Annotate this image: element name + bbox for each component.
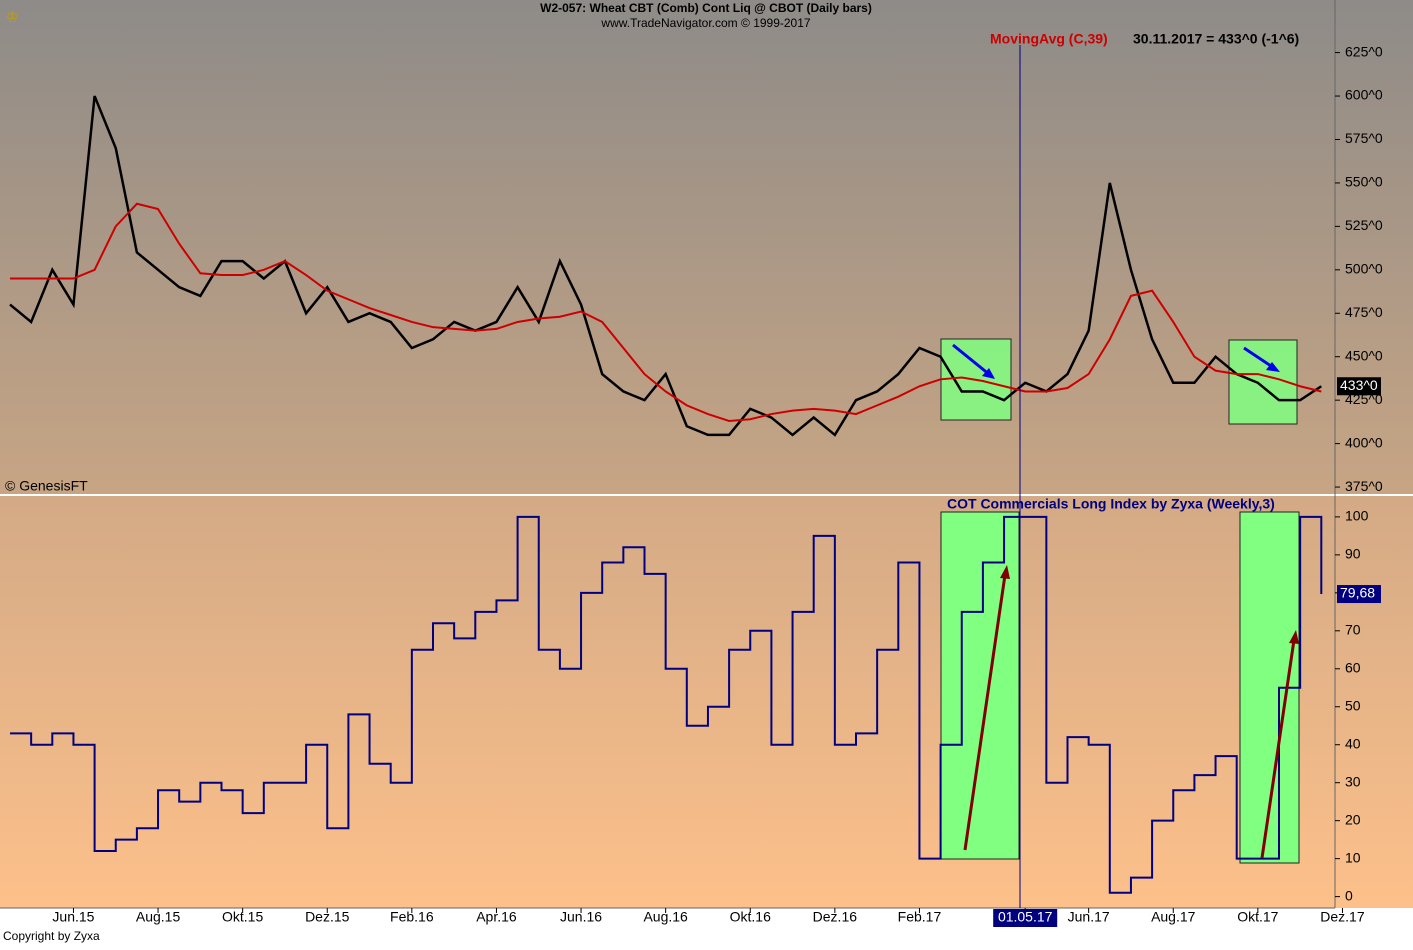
ma-title: MovingAvg (C,39): [990, 31, 1108, 47]
x-tick-label: 01.05.17: [998, 909, 1053, 925]
last-value-box: [1337, 585, 1381, 604]
last-value-label: 79,68: [1340, 585, 1375, 601]
subtitle: www.TradeNavigator.com © 1999-2017: [600, 16, 810, 30]
x-tick-label: Okt.16: [730, 909, 771, 925]
title: W2-057: Wheat CBT (Comb) Cont Liq @ CBOT…: [540, 1, 872, 15]
logo: ♔: [6, 9, 19, 25]
y-tick-label: 60: [1345, 659, 1361, 675]
arrow-head: [1266, 362, 1280, 372]
price-line: [9, 95, 1322, 437]
source: © GenesisFT: [5, 478, 88, 494]
y-tick-label: 525^0: [1345, 217, 1383, 233]
arrow-head: [1289, 630, 1299, 644]
arrow: [1243, 346, 1275, 370]
arrow-head: [982, 368, 995, 379]
arrow-head: [1000, 565, 1010, 579]
y-tick-label: 550^0: [1345, 174, 1383, 190]
y-tick-label: 450^0: [1345, 347, 1383, 363]
y-tick-label: 50: [1345, 697, 1361, 713]
x-tick-label: Okt.17: [1237, 909, 1278, 925]
y-tick-label: 475^0: [1345, 304, 1383, 320]
y-tick-label: 20: [1345, 811, 1361, 827]
arrow: [1260, 639, 1296, 859]
x-tick-label: Feb.17: [898, 909, 942, 925]
y-tick-label: 10: [1345, 849, 1361, 865]
y-tick-label: 0: [1345, 887, 1353, 903]
x-tick-label: Apr.16: [476, 909, 517, 925]
last-value-label: 433^0: [1340, 377, 1378, 393]
footer: Copyright by Zyxa: [3, 929, 100, 943]
y-tick-label: 100: [1345, 508, 1369, 524]
x-tick-label: Aug.17: [1151, 909, 1196, 925]
x-tick-label: Jun.15: [52, 909, 94, 925]
y-tick-label: 400^0: [1345, 434, 1383, 450]
x-tick-label: Jun.17: [1068, 909, 1110, 925]
last-value-box: [1337, 377, 1381, 396]
x-tick-label: Dez.16: [813, 909, 858, 925]
x-tick-label: Dez.17: [1320, 909, 1365, 925]
x-tick-label: Feb.16: [390, 909, 434, 925]
y-tick-label: 30: [1345, 773, 1361, 789]
y-tick-label: 500^0: [1345, 261, 1383, 277]
x-tick-label: Dez.15: [305, 909, 350, 925]
arrows: [952, 343, 1299, 859]
highlight-box: [940, 511, 1020, 860]
top-panel: [0, 0, 1413, 494]
x-tick-label: Okt.15: [222, 909, 263, 925]
x-tick-label: Aug.15: [136, 909, 181, 925]
ma-annotation: 30.11.2017 = 433^0 (-1^6): [1133, 31, 1299, 47]
x-tick-label: Aug.16: [643, 909, 688, 925]
y-tick-label: 70: [1345, 622, 1361, 638]
highlight-box: [940, 338, 1012, 421]
cot-title: COT Commercials Long Index by Zyxa (Week…: [947, 496, 1275, 512]
y-tick-label: 40: [1345, 735, 1361, 751]
arrow: [952, 343, 991, 377]
bottom-panel: [0, 496, 1413, 908]
x-tick-label: Jun.16: [560, 909, 602, 925]
x-axis-area: [0, 908, 1413, 945]
y-tick-label: 575^0: [1345, 130, 1383, 146]
y-tick-label: 90: [1345, 546, 1361, 562]
y-tick-label: 600^0: [1345, 87, 1383, 103]
moving-average-line: [10, 202, 1322, 423]
y-tick-label: 625^0: [1345, 43, 1383, 59]
cursor-label-bg: [993, 909, 1058, 927]
y-tick-label: 375^0: [1345, 478, 1383, 494]
cot-line: [10, 515, 1323, 894]
arrow: [963, 574, 1007, 851]
